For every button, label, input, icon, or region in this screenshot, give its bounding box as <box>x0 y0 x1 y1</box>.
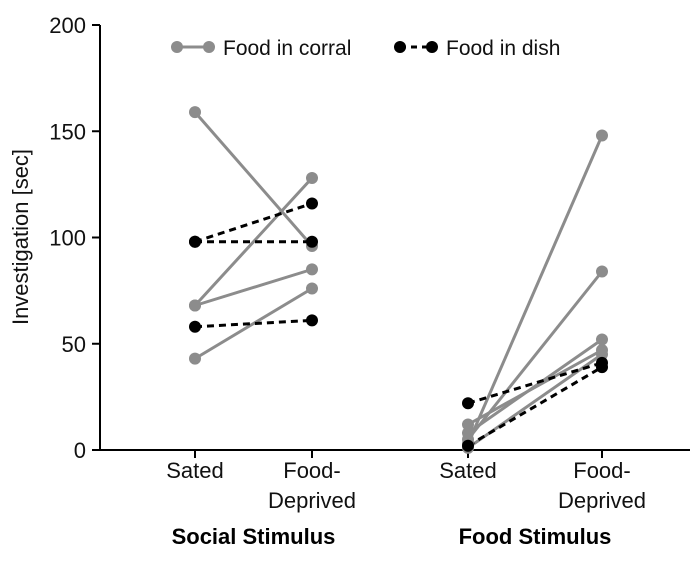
y-tick-label: 100 <box>49 226 86 251</box>
x-tick-label: Sated <box>439 458 497 483</box>
corral-point <box>596 129 608 142</box>
legend-marker <box>203 41 215 53</box>
legend-label: Food in corral <box>223 37 351 60</box>
corral-line <box>194 287 313 360</box>
corral-point <box>189 106 201 119</box>
corral-line <box>467 348 603 426</box>
x-tick-label: Food- <box>283 458 340 483</box>
corral-line <box>193 176 314 307</box>
corral-point <box>596 265 608 278</box>
corral-point <box>462 418 474 431</box>
x-tick-label: Sated <box>166 458 224 483</box>
series-lines <box>193 111 604 450</box>
dish-point <box>306 235 318 248</box>
x-tick-label: Deprived <box>558 488 646 513</box>
corral-point <box>189 352 201 365</box>
x-tick-label: Deprived <box>268 488 356 513</box>
group-label: Food Stimulus <box>459 524 612 549</box>
corral-line <box>194 267 313 307</box>
y-tick-label: 150 <box>49 119 86 144</box>
y-axis-title: Investigation [sec] <box>8 149 33 325</box>
y-tick-label: 200 <box>49 13 86 38</box>
group-label: Social Stimulus <box>172 524 336 549</box>
corral-line <box>193 111 314 247</box>
x-tick-label: Food- <box>573 458 630 483</box>
y-tick-label: 0 <box>74 438 86 463</box>
y-tick-label: 50 <box>62 332 86 357</box>
dish-point <box>189 320 201 333</box>
dish-point <box>189 235 201 248</box>
dish-point <box>596 361 608 374</box>
group-labels: Social Stimulus Food Stimulus <box>172 524 612 549</box>
dish-point <box>462 439 474 452</box>
corral-point <box>462 427 474 439</box>
legend-marker <box>394 41 406 53</box>
legend-label: Food in dish <box>446 37 560 60</box>
corral-point <box>306 172 318 184</box>
corral-point <box>596 333 608 346</box>
corral-point <box>306 263 318 276</box>
legend-marker <box>426 41 438 53</box>
axes: 0 50 100 150 200 <box>49 13 690 463</box>
series-points <box>189 106 608 454</box>
x-tick-labels: Sated Food- Deprived Sated Food- Deprived <box>166 458 646 513</box>
dish-point <box>306 197 318 210</box>
corral-point <box>306 282 318 295</box>
dish-line <box>467 365 603 448</box>
dish-line <box>194 202 313 244</box>
dish-line <box>194 318 313 329</box>
legend: Food in corral Food in dish <box>171 37 560 60</box>
corral-point <box>189 299 201 312</box>
dish-point <box>462 397 474 410</box>
corral-point <box>596 348 608 361</box>
legend-marker <box>171 41 183 53</box>
dish-point <box>306 314 318 327</box>
corral-line <box>466 134 604 445</box>
